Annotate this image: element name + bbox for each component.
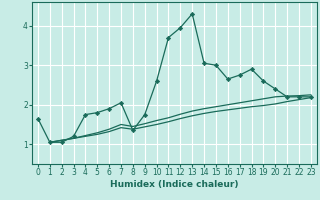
- X-axis label: Humidex (Indice chaleur): Humidex (Indice chaleur): [110, 180, 239, 189]
